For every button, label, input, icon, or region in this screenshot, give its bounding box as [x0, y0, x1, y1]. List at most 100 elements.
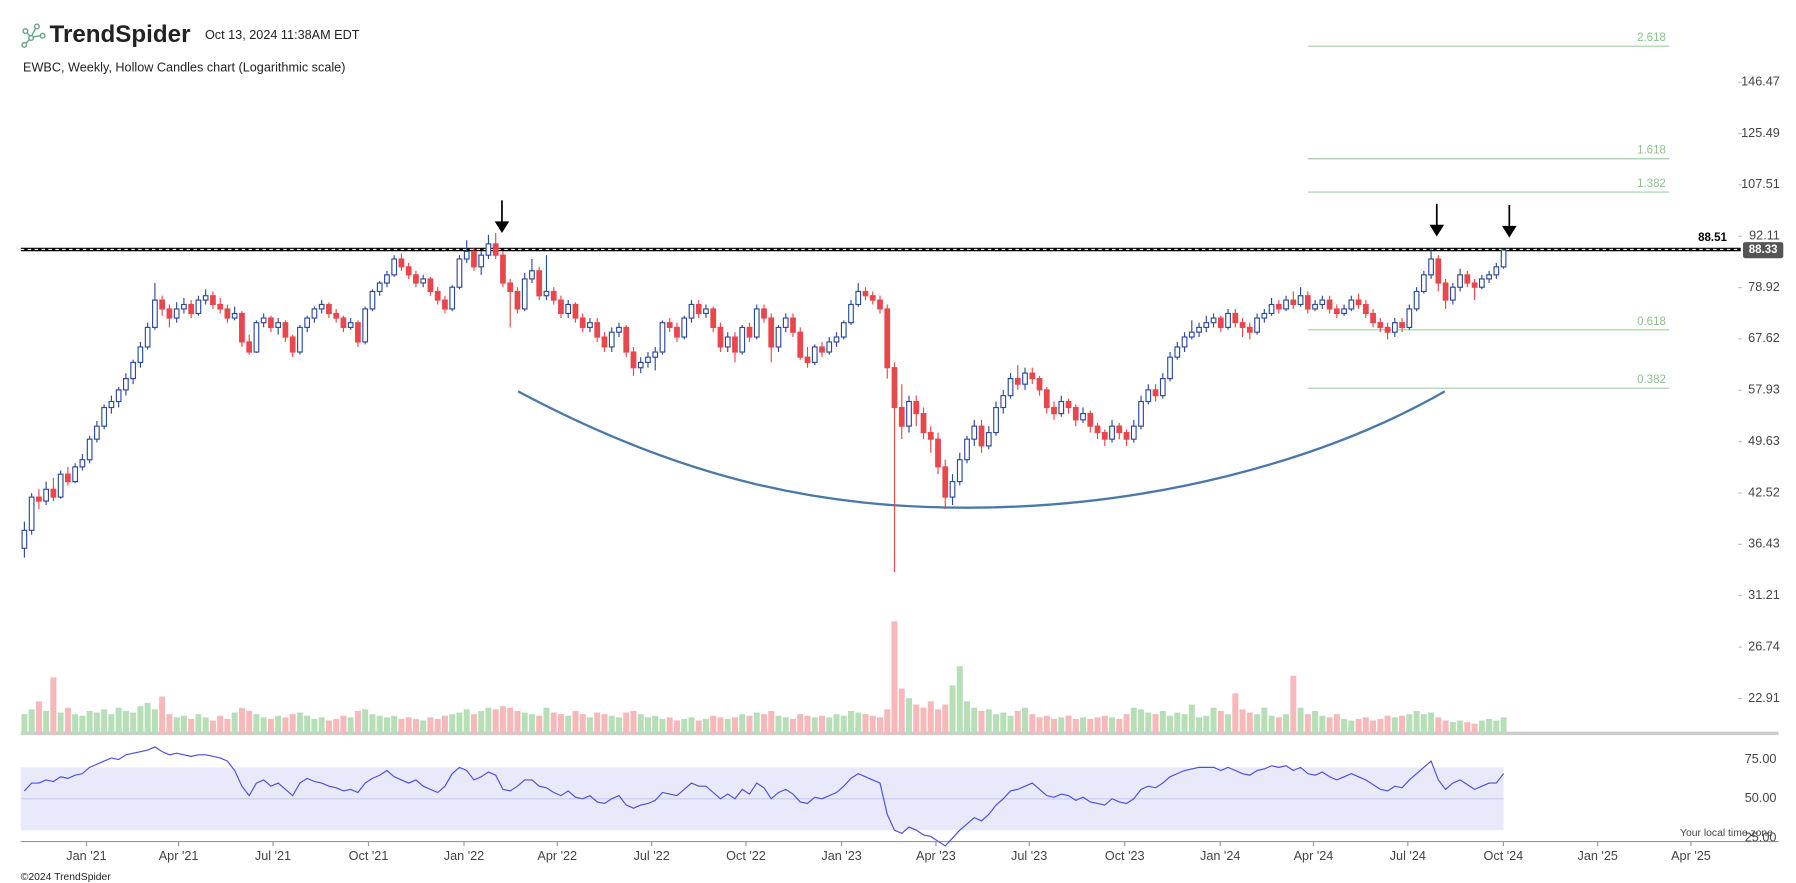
volume-bar — [652, 715, 659, 734]
candle-body — [239, 312, 245, 343]
volume-bar — [1174, 712, 1181, 734]
volume-bar — [1348, 720, 1355, 734]
candle-body — [514, 290, 521, 310]
volume-bar — [166, 714, 173, 734]
volume-bar — [710, 715, 717, 734]
volume-bar — [1065, 715, 1072, 734]
volume-bar — [964, 701, 971, 734]
candle-body — [862, 290, 869, 297]
volume-bar — [1029, 714, 1036, 734]
candle-body — [1043, 389, 1050, 409]
x-tick-label: Jan '22 — [444, 849, 484, 863]
candle-body — [355, 322, 361, 343]
volume-bar — [304, 715, 311, 734]
x-tick-label: Jul '21 — [255, 849, 291, 863]
candle-body — [1319, 299, 1326, 306]
candle-body — [913, 400, 920, 415]
x-tick-label: Jan '23 — [821, 849, 861, 863]
volume-bars — [21, 621, 1507, 734]
candle-body — [782, 317, 789, 328]
candle-body — [579, 317, 586, 328]
candle-body — [86, 438, 93, 461]
fib-label: 1.382 — [1637, 178, 1666, 190]
candle-body — [927, 432, 934, 440]
candle-body — [28, 496, 35, 531]
candle-body — [884, 308, 891, 369]
candle-body — [108, 400, 115, 409]
candle-body — [1007, 378, 1014, 397]
volume-bar — [601, 714, 608, 734]
candle-body — [253, 322, 260, 353]
volume-bar — [1051, 718, 1058, 734]
candle-body — [166, 308, 173, 319]
candle-body — [1399, 322, 1405, 328]
volume-bar — [1275, 717, 1282, 734]
volume-bar — [1080, 717, 1087, 734]
volume-bar — [35, 701, 42, 734]
x-tick-label: Apr '22 — [537, 849, 577, 863]
volume-bar — [543, 707, 550, 734]
volume-bar — [93, 712, 100, 734]
y-tick-label: 67.62 — [1748, 331, 1780, 345]
y-tick-label: 42.52 — [1748, 485, 1780, 499]
candle-body — [978, 425, 985, 447]
candle-body — [427, 278, 434, 293]
candle-body — [195, 299, 202, 315]
volume-bar — [521, 712, 528, 734]
candle-body — [1406, 308, 1413, 328]
volume-bar — [1268, 715, 1275, 734]
candle-body — [811, 346, 818, 363]
candle-body — [1036, 378, 1043, 391]
fib-label: 1.618 — [1637, 145, 1666, 157]
candle-body — [775, 326, 782, 348]
candle-body — [282, 322, 289, 338]
volume-bar — [499, 706, 506, 734]
volume-bar — [826, 717, 833, 734]
y-tick-label: 107.51 — [1741, 177, 1780, 191]
volume-bar — [1413, 710, 1420, 734]
candle-body — [877, 299, 883, 310]
y-tick-label: 36.43 — [1748, 537, 1780, 551]
volume-bar — [434, 718, 441, 734]
volume-bar — [1442, 720, 1449, 734]
volume-bar — [325, 720, 332, 734]
volume-bar — [1377, 718, 1384, 734]
volume-bar — [1072, 718, 1079, 734]
candle-body — [442, 299, 448, 310]
volume-bar — [144, 702, 151, 734]
volume-bar — [340, 715, 347, 734]
volume-bar — [1471, 723, 1478, 734]
volume-bar — [260, 717, 267, 734]
volume-bar — [173, 717, 180, 734]
candle-body — [1268, 303, 1275, 315]
candle-body — [1174, 346, 1181, 358]
volume-bar — [412, 718, 419, 734]
resistance-label: 88.51 — [1698, 232, 1727, 244]
arrows — [494, 200, 1517, 238]
candle-body — [659, 322, 666, 353]
candle-body — [376, 282, 383, 293]
y-tick-label: 22.91 — [1748, 691, 1780, 705]
candle-body — [268, 317, 274, 328]
candle-body — [985, 432, 992, 447]
candle-body — [130, 361, 137, 380]
volume-bar — [877, 717, 883, 734]
candle-body — [790, 317, 796, 333]
candle-body — [347, 322, 354, 328]
volume-bar — [942, 704, 949, 734]
candle-body — [826, 341, 833, 353]
candle-body — [732, 336, 738, 353]
candle-body — [1384, 326, 1391, 333]
candle-body — [645, 356, 651, 363]
volume-bar — [1217, 710, 1224, 734]
fib-label: 0.382 — [1637, 374, 1666, 386]
candle-body — [1261, 312, 1268, 319]
candle-body — [471, 250, 477, 268]
volume-bar — [935, 709, 942, 734]
x-tick-label: Jul '23 — [1011, 849, 1047, 863]
volume-bar — [188, 718, 195, 734]
candle-body — [369, 290, 376, 310]
volume-bar — [782, 717, 789, 734]
candle-body — [260, 317, 267, 324]
volume-bar — [949, 685, 956, 734]
